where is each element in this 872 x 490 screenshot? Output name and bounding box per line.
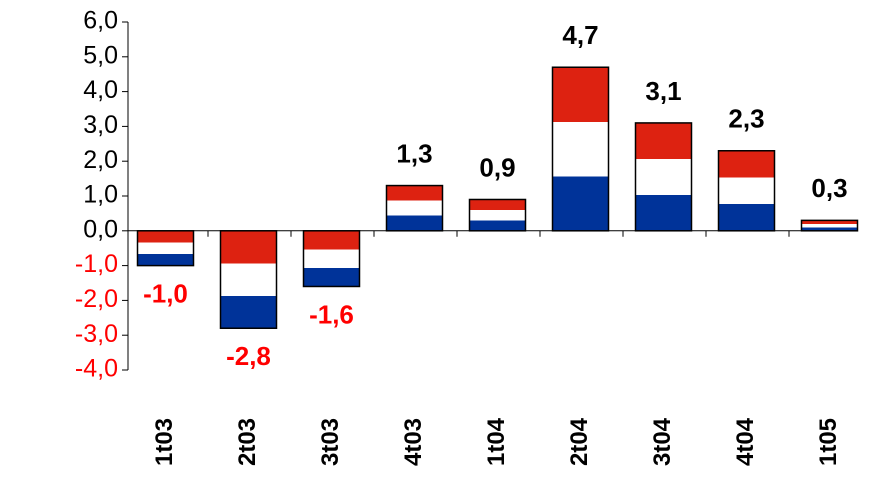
x-tick-label: 2t03 [234,418,261,466]
bar [385,184,444,232]
y-tick-label: 4,0 [83,76,118,104]
bar [800,219,859,232]
value-label: -1,6 [309,299,354,329]
x-tick-label: 1t03 [151,418,178,466]
y-tick-label: 6,0 [83,7,118,35]
y-tick-label: -2,0 [75,285,118,313]
x-tick-label: 2t04 [566,417,593,466]
y-tick-label: 1,0 [83,181,118,209]
bar [634,122,693,232]
value-label: 2,3 [728,104,764,134]
y-tick-label: -1,0 [75,250,118,278]
x-tick-label: 3t04 [649,417,676,466]
bar [219,230,278,329]
value-label: 0,9 [479,152,515,182]
value-label: 1,3 [396,138,432,168]
bar [302,230,361,288]
value-label: 0,3 [811,173,847,203]
value-label: 4,7 [562,20,598,50]
y-tick-label: 3,0 [83,111,118,139]
x-tick-label: 4t04 [732,417,759,466]
bar [717,150,776,232]
bar [468,198,527,232]
bar [136,230,195,267]
y-tick-label: 2,0 [83,146,118,174]
y-tick-label: 0,0 [83,215,118,243]
value-label: -1,0 [143,278,188,308]
value-label: -2,8 [226,341,271,371]
x-tick-label: 1t04 [483,417,510,466]
x-tick-label: 3t03 [317,418,344,466]
value-label: 3,1 [645,76,681,106]
y-tick-label: -3,0 [75,320,118,348]
bar [551,66,610,232]
y-tick-label: 5,0 [83,41,118,69]
x-tick-label: 1t05 [815,418,842,466]
y-tick-label: -4,0 [75,355,118,383]
x-tick-label: 4t03 [400,418,427,466]
